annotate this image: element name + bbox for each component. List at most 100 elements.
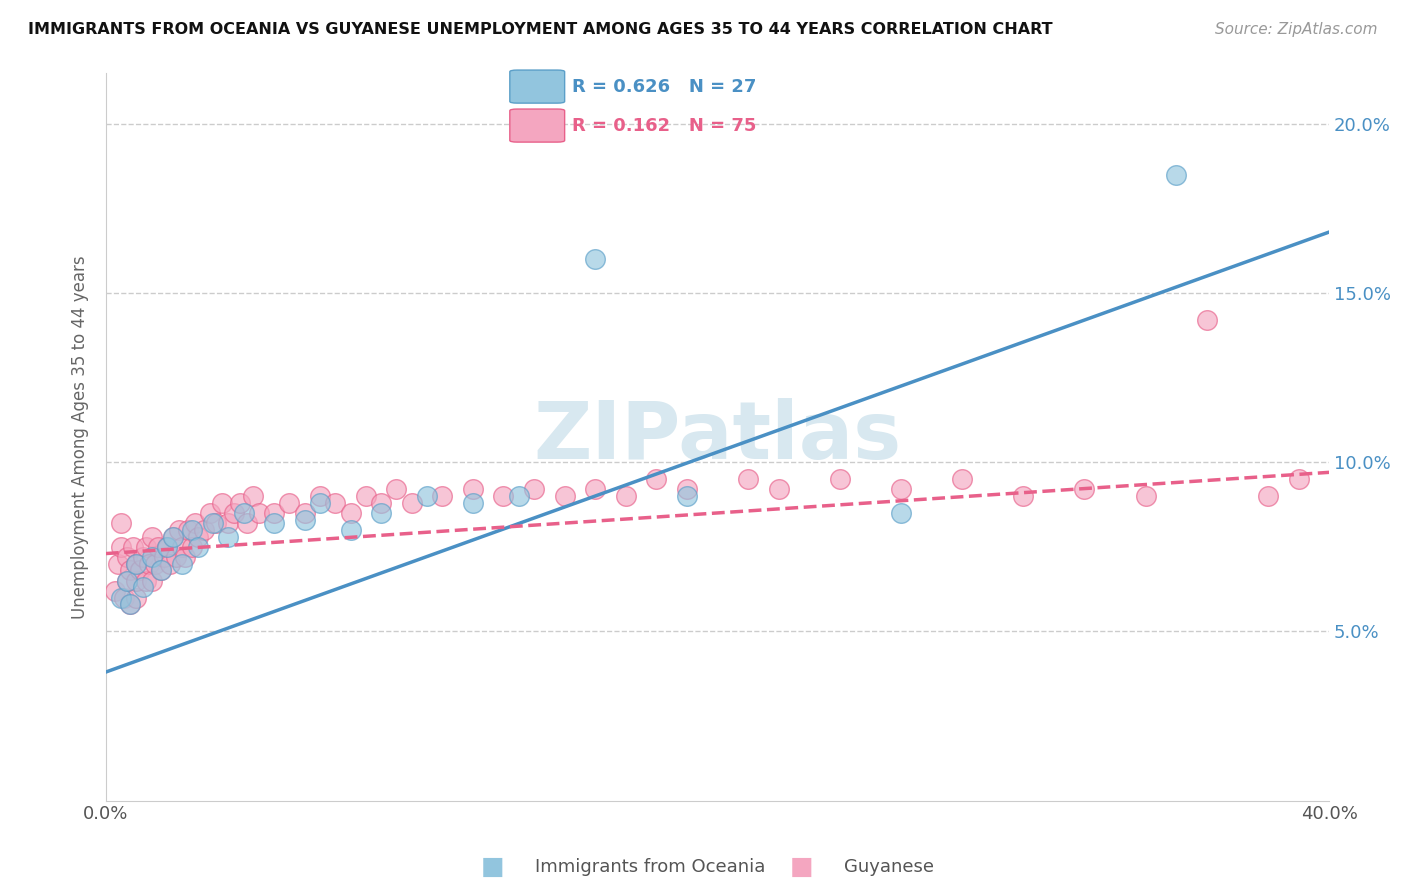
Point (676, 489, 699, 503)
Point (224, 506, 246, 520)
Point (183, 516, 205, 530)
Point (211, 496, 233, 510)
Point (120, 597, 142, 611)
Text: IMMIGRANTS FROM OCEANIA VS GUYANESE UNEMPLOYMENT AMONG AGES 35 TO 44 YEARS CORRE: IMMIGRANTS FROM OCEANIA VS GUYANESE UNEM… (28, 22, 1053, 37)
Point (162, 530, 184, 544)
Point (339, 523, 361, 537)
Point (217, 516, 239, 530)
Point (492, 489, 515, 503)
Point (523, 482, 546, 496)
Point (169, 523, 191, 537)
Point (180, 523, 202, 537)
Point (339, 506, 361, 520)
Point (143, 557, 166, 571)
Point (676, 482, 699, 496)
Point (247, 506, 270, 520)
Point (104, 583, 127, 598)
Text: R = 0.162   N = 75: R = 0.162 N = 75 (572, 117, 756, 135)
Point (1135, 489, 1157, 503)
Point (201, 516, 224, 530)
Point (117, 549, 139, 564)
Point (890, 482, 912, 496)
Point (156, 540, 179, 554)
Point (242, 489, 264, 503)
Point (131, 581, 153, 595)
Point (508, 489, 530, 503)
Point (768, 482, 790, 496)
Text: Source: ZipAtlas.com: Source: ZipAtlas.com (1215, 22, 1378, 37)
Point (120, 597, 142, 611)
Point (117, 574, 139, 588)
Point (149, 564, 172, 578)
Point (950, 472, 973, 486)
Point (110, 516, 132, 530)
Point (737, 472, 759, 486)
Point (125, 574, 148, 588)
Point (401, 496, 423, 510)
Point (461, 482, 484, 496)
Point (294, 506, 316, 520)
Point (131, 549, 153, 564)
Point (165, 549, 187, 564)
Point (174, 549, 197, 564)
Point (583, 482, 606, 496)
Point (370, 506, 392, 520)
Point (135, 540, 157, 554)
Point (354, 489, 377, 503)
Point (1195, 313, 1218, 327)
Point (120, 564, 142, 578)
Point (125, 591, 148, 605)
Point (177, 523, 200, 537)
Point (193, 523, 215, 537)
Point (229, 496, 252, 510)
Point (153, 549, 176, 564)
Point (1166, 168, 1188, 182)
Point (198, 506, 221, 520)
Point (828, 472, 851, 486)
Point (172, 557, 194, 571)
Point (141, 574, 163, 588)
Point (146, 540, 169, 554)
Point (187, 530, 209, 544)
Point (645, 472, 668, 486)
Point (416, 489, 439, 503)
Text: Immigrants from Oceania: Immigrants from Oceania (534, 858, 765, 876)
FancyBboxPatch shape (510, 70, 565, 103)
Point (1012, 489, 1035, 503)
Point (187, 540, 209, 554)
Point (117, 574, 139, 588)
Point (461, 496, 484, 510)
Point (583, 252, 606, 266)
Point (890, 506, 912, 520)
Point (554, 489, 576, 503)
Point (232, 506, 254, 520)
Point (309, 489, 332, 503)
Point (138, 557, 160, 571)
Point (180, 540, 202, 554)
Point (263, 516, 285, 530)
Point (1288, 472, 1310, 486)
Point (125, 557, 148, 571)
Point (309, 496, 332, 510)
Point (162, 530, 184, 544)
Point (263, 506, 285, 520)
Text: Guyanese: Guyanese (844, 858, 934, 876)
Point (141, 530, 163, 544)
Y-axis label: Unemployment Among Ages 35 to 44 years: Unemployment Among Ages 35 to 44 years (72, 255, 89, 619)
Text: R = 0.626   N = 27: R = 0.626 N = 27 (572, 78, 756, 95)
Text: ■: ■ (790, 855, 814, 879)
Point (370, 496, 392, 510)
Point (110, 591, 132, 605)
Point (217, 530, 239, 544)
Point (156, 540, 179, 554)
Point (122, 540, 145, 554)
Point (323, 496, 346, 510)
Point (432, 489, 454, 503)
Point (294, 513, 316, 527)
Point (141, 549, 163, 564)
Point (172, 540, 194, 554)
Point (159, 557, 181, 571)
Point (125, 557, 148, 571)
Point (205, 516, 228, 530)
Text: ■: ■ (481, 855, 505, 879)
